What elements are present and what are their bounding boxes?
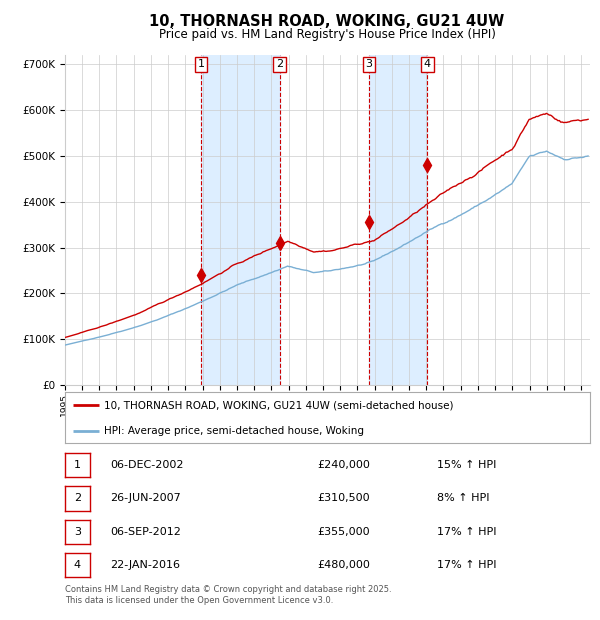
Text: 2: 2 bbox=[276, 60, 283, 69]
Text: 06-SEP-2012: 06-SEP-2012 bbox=[110, 527, 181, 537]
Text: 26-JUN-2007: 26-JUN-2007 bbox=[110, 494, 181, 503]
Text: 06-DEC-2002: 06-DEC-2002 bbox=[110, 460, 184, 470]
Text: 1: 1 bbox=[74, 460, 81, 470]
Text: 17% ↑ HPI: 17% ↑ HPI bbox=[437, 527, 496, 537]
Text: 10, THORNASH ROAD, WOKING, GU21 4UW (semi-detached house): 10, THORNASH ROAD, WOKING, GU21 4UW (sem… bbox=[104, 400, 454, 410]
Text: 22-JAN-2016: 22-JAN-2016 bbox=[110, 560, 180, 570]
Text: Contains HM Land Registry data © Crown copyright and database right 2025.
This d: Contains HM Land Registry data © Crown c… bbox=[65, 585, 391, 604]
Bar bbox=[369, 55, 427, 385]
Text: 3: 3 bbox=[74, 527, 81, 537]
Text: £480,000: £480,000 bbox=[317, 560, 370, 570]
Text: £310,500: £310,500 bbox=[317, 494, 370, 503]
Text: Price paid vs. HM Land Registry's House Price Index (HPI): Price paid vs. HM Land Registry's House … bbox=[158, 28, 496, 40]
Text: 8% ↑ HPI: 8% ↑ HPI bbox=[437, 494, 490, 503]
Text: 15% ↑ HPI: 15% ↑ HPI bbox=[437, 460, 496, 470]
Text: HPI: Average price, semi-detached house, Woking: HPI: Average price, semi-detached house,… bbox=[104, 425, 364, 436]
Text: 3: 3 bbox=[365, 60, 373, 69]
Text: 10, THORNASH ROAD, WOKING, GU21 4UW: 10, THORNASH ROAD, WOKING, GU21 4UW bbox=[149, 14, 505, 29]
Text: £240,000: £240,000 bbox=[317, 460, 370, 470]
Text: £355,000: £355,000 bbox=[317, 527, 370, 537]
Text: 17% ↑ HPI: 17% ↑ HPI bbox=[437, 560, 496, 570]
Text: 4: 4 bbox=[424, 60, 431, 69]
Bar bbox=[201, 55, 280, 385]
Text: 4: 4 bbox=[74, 560, 81, 570]
Text: 1: 1 bbox=[197, 60, 205, 69]
Text: 2: 2 bbox=[74, 494, 81, 503]
